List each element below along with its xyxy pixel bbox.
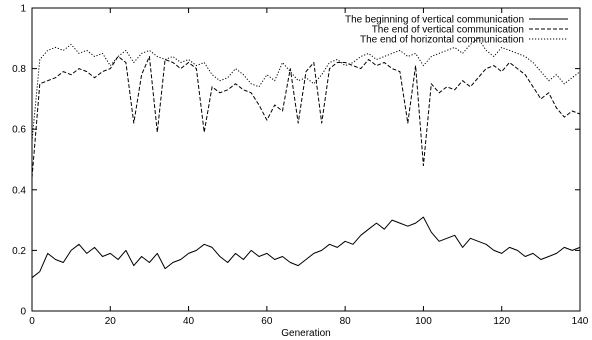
legend-entry-label: The beginning of vertical communication — [345, 15, 524, 26]
ticks-layer: 0 20 40 60 80 100 120 140 0 0.2 0.4 0.6 0.8 1 — [12, 4, 589, 328]
legend: The beginning of vertical communicationT… — [345, 15, 568, 46]
legend-entry-label: The end of horizontal communication — [360, 35, 524, 46]
x-tick-label: 120 — [493, 316, 510, 327]
x-tick-label: 80 — [340, 316, 352, 327]
series-line-dashed — [31, 56, 581, 178]
y-tick-label: 0.2 — [12, 246, 26, 257]
x-tick-label: 0 — [29, 316, 35, 327]
x-tick-label: 100 — [415, 316, 432, 327]
series-line-dotted — [31, 37, 581, 142]
plot-frame — [31, 7, 581, 312]
series-line-solid — [31, 216, 581, 279]
y-tick-label: 0.4 — [12, 185, 26, 196]
x-axis-label: Generation — [281, 328, 330, 339]
x-tick-label: 60 — [261, 316, 273, 327]
y-tick-label: 0.6 — [12, 125, 26, 136]
legend-entry-label: The end of vertical communication — [372, 25, 524, 36]
x-tick-label: 140 — [572, 316, 589, 327]
x-tick-label: 40 — [183, 316, 195, 327]
x-tick-label: 20 — [105, 316, 117, 327]
y-tick-label: 0.8 — [12, 64, 26, 75]
series-layer — [31, 37, 581, 279]
y-tick-label: 0 — [20, 307, 26, 318]
y-tick-label: 1 — [20, 4, 26, 15]
